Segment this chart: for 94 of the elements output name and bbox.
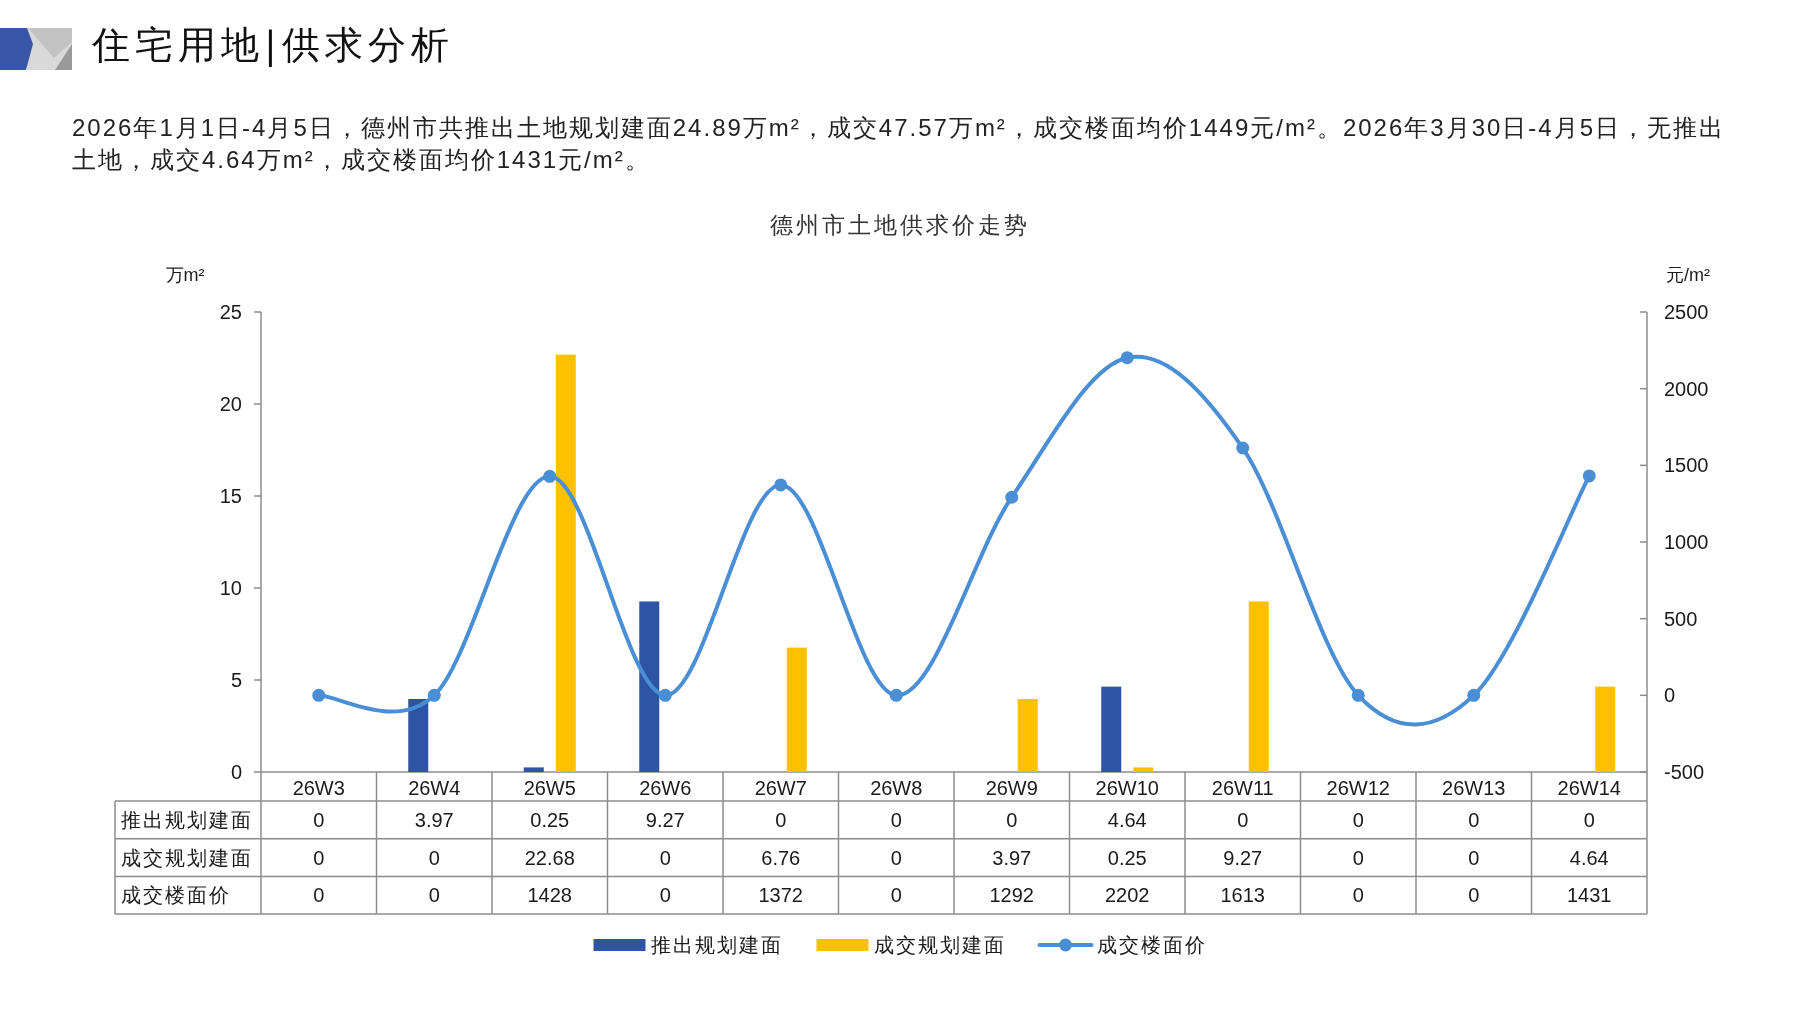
point bbox=[427, 688, 441, 702]
y-tick-label: 15 bbox=[219, 485, 242, 507]
data-label: 0 bbox=[313, 884, 325, 907]
x-tick-label: 26W7 bbox=[754, 776, 807, 799]
y2-tick-label: -500 bbox=[1664, 761, 1705, 783]
bar bbox=[555, 354, 576, 772]
data-label: 0 bbox=[1352, 808, 1364, 831]
bar bbox=[523, 767, 544, 772]
y-axis-title: 万m² bbox=[165, 265, 205, 285]
data-label: 0.25 bbox=[1107, 846, 1147, 869]
x-tick-label: 26W9 bbox=[985, 776, 1038, 799]
data-label: 4.64 bbox=[1107, 808, 1147, 831]
data-label: 0 bbox=[1006, 808, 1018, 831]
bar bbox=[1248, 601, 1269, 772]
data-label: 6.76 bbox=[761, 846, 801, 869]
y-tick-label: 20 bbox=[219, 393, 242, 415]
legend-label: 推出规划建面 bbox=[650, 934, 783, 956]
text: 2026年1月1日-4月5日，德州市共推出土地规划建面24.89万m²，成交47.57万m²，成交楼面均价1449元/m²。2026年3月30日-4月5日，无推出土地，成交4.64万m²，成交楼面均价1431元/m²。 bbox=[72, 113, 1727, 175]
data-label: 22.68 bbox=[524, 846, 575, 869]
data-label: 0 bbox=[428, 846, 440, 869]
data-label: 0 bbox=[1468, 884, 1480, 907]
data-label: 0 bbox=[890, 808, 902, 831]
x-tick-label: 26W11 bbox=[1211, 776, 1274, 799]
bar bbox=[639, 601, 660, 772]
text: 成交规划建面 bbox=[121, 846, 253, 869]
data-label: 0 bbox=[890, 884, 902, 907]
point bbox=[1120, 351, 1134, 365]
data-label: 0 bbox=[313, 846, 325, 869]
bar bbox=[1595, 686, 1616, 772]
y-tick-label: 5 bbox=[230, 669, 242, 691]
y2-tick-label: 1000 bbox=[1664, 531, 1709, 553]
y-tick-label: 10 bbox=[219, 577, 242, 599]
data-label: 3.97 bbox=[992, 846, 1032, 869]
data-label: 1372 bbox=[758, 884, 803, 907]
x-tick-label: 26W5 bbox=[523, 776, 576, 799]
data-label: 0 bbox=[659, 846, 671, 869]
point bbox=[1005, 490, 1019, 504]
data-label: 3.97 bbox=[414, 808, 454, 831]
point bbox=[1236, 441, 1250, 455]
y2-tick-label: 500 bbox=[1664, 607, 1698, 630]
point bbox=[1582, 469, 1596, 483]
data-label: 4.64 bbox=[1569, 846, 1609, 869]
data-label: 1613 bbox=[1220, 884, 1265, 907]
x-tick-label: 26W13 bbox=[1442, 776, 1506, 799]
data-label: 0 bbox=[313, 808, 325, 831]
data-label: 0 bbox=[1468, 808, 1480, 831]
point bbox=[312, 688, 326, 702]
data-label: 0 bbox=[1352, 846, 1364, 869]
y-tick-label: 25 bbox=[219, 301, 242, 323]
text: 成交楼面价 bbox=[121, 884, 231, 907]
y2-tick-label: 1500 bbox=[1664, 454, 1709, 477]
bar bbox=[1017, 698, 1038, 772]
bar bbox=[408, 698, 429, 772]
data-label: 1292 bbox=[989, 884, 1034, 907]
y2-tick-label: 0 bbox=[1664, 684, 1676, 707]
point bbox=[774, 478, 788, 492]
bar bbox=[1101, 686, 1122, 772]
bar bbox=[786, 647, 807, 772]
y2-axis-title: 元/m² bbox=[1666, 265, 1710, 285]
data-label: 1428 bbox=[527, 884, 572, 907]
text: 推出规划建面 bbox=[121, 808, 253, 831]
point bbox=[1467, 688, 1481, 702]
y2-tick-label: 2500 bbox=[1664, 301, 1709, 323]
x-tick-label: 26W10 bbox=[1095, 776, 1159, 799]
x-tick-label: 26W6 bbox=[639, 776, 692, 799]
data-label: 0.25 bbox=[530, 808, 570, 831]
data-label: 9.27 bbox=[1223, 846, 1263, 869]
point bbox=[543, 469, 557, 483]
y-tick-label: 0 bbox=[230, 761, 242, 783]
data-label: 0 bbox=[1237, 808, 1249, 831]
point bbox=[658, 688, 672, 702]
bar bbox=[1133, 767, 1154, 772]
data-label: 0 bbox=[1352, 884, 1364, 907]
x-tick-label: 26W12 bbox=[1326, 776, 1390, 799]
data-label: 0 bbox=[428, 884, 440, 907]
data-label: 0 bbox=[1468, 846, 1480, 869]
y2-tick-label: 2000 bbox=[1664, 377, 1709, 400]
x-tick-label: 26W3 bbox=[292, 776, 345, 799]
point bbox=[889, 688, 903, 702]
chart-subtitle: 德州市土地供求价走势 bbox=[770, 212, 1030, 238]
point bbox=[1351, 688, 1365, 702]
data-label: 2202 bbox=[1105, 884, 1150, 907]
data-label: 1431 bbox=[1567, 884, 1612, 907]
data-label: 9.27 bbox=[645, 808, 685, 831]
x-tick-label: 26W8 bbox=[870, 776, 923, 799]
chart-title: 住宅用地|供求分析 bbox=[92, 22, 454, 69]
data-label: 0 bbox=[1583, 808, 1595, 831]
data-label: 0 bbox=[890, 846, 902, 869]
legend-label: 成交楼面价 bbox=[1096, 934, 1207, 956]
legend-label: 成交规划建面 bbox=[873, 934, 1006, 956]
data-label: 0 bbox=[659, 884, 671, 907]
data-label: 0 bbox=[775, 808, 787, 831]
x-tick-label: 26W4 bbox=[408, 776, 461, 799]
x-tick-label: 26W14 bbox=[1557, 776, 1621, 799]
